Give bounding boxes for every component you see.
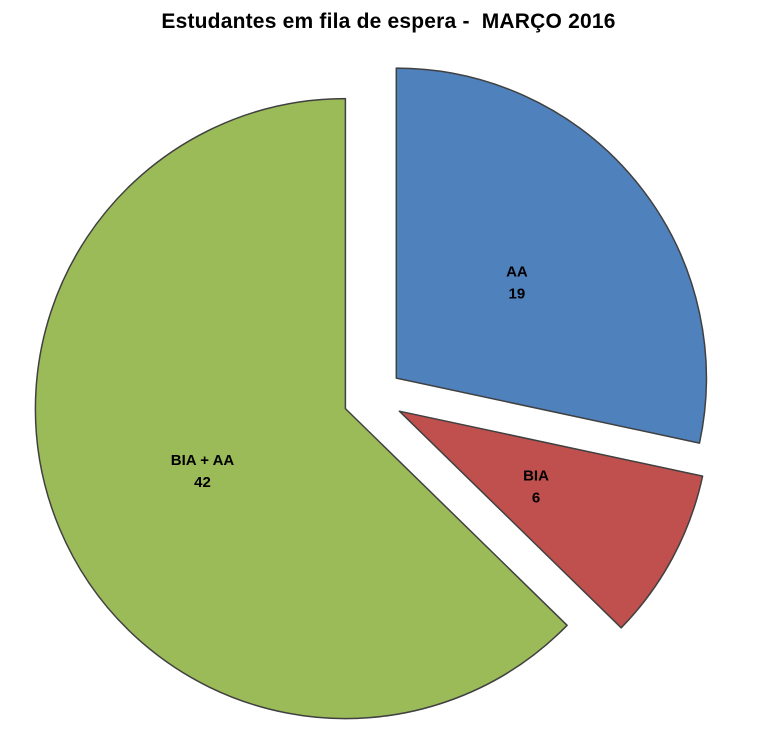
slice-label-aa: AA 19	[506, 264, 528, 303]
slice-label-bia-aa: BIA + AA 42	[171, 452, 235, 491]
chart-title: Estudantes em fila de espera - MARÇO 201…	[161, 10, 616, 33]
slice-label-bia: BIA 6	[523, 467, 549, 506]
pie-slice-bia	[398, 410, 704, 629]
pie-slice-bia-aa	[34, 97, 568, 720]
pie-slice-aa	[395, 67, 708, 444]
